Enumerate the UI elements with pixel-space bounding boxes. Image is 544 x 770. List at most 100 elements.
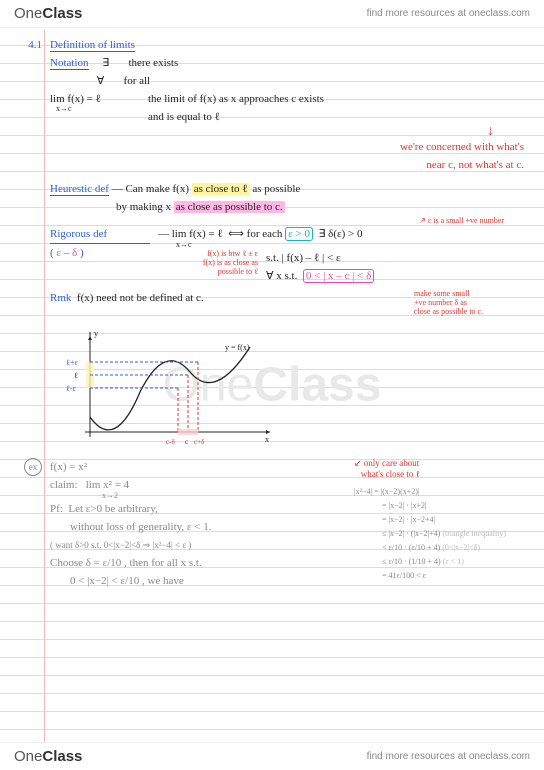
notation-row-1: Notation ∃ there exists — [50, 54, 534, 72]
delta-box: 0 < | x – c | < δ — [303, 269, 374, 283]
fx-note1: f(x) is btw ℓ ± ε — [158, 249, 258, 258]
arrow-down-icon: ↓ — [487, 124, 494, 139]
calc-4: < ε/10 · (ε/10 + 4) — [354, 543, 440, 552]
concern-note: we're concerned with what's near c, not … — [50, 138, 534, 174]
xtick-0: c-δ — [166, 438, 175, 446]
pf-label: Pf: — [50, 503, 63, 515]
fx-note2: f(x) is as close as — [158, 258, 258, 267]
section-title: 4.1 Definition of limits — [50, 36, 534, 54]
forall-text: for all — [124, 75, 151, 87]
footer-tagline: find more resources at oneclass.com — [367, 751, 530, 762]
rigorous-label: Rigorous def — [50, 225, 150, 244]
rmk-row: Rmk f(x) need not be defined at c. make … — [50, 289, 534, 316]
calc-3-row: ≤ |x−2| · (|x−2|+4) (triangle inequality… — [354, 527, 534, 541]
xtick-2: c+δ — [194, 438, 205, 446]
brand-class: Class — [42, 5, 82, 22]
calc-block: |x²−4| = |(x−2)(x+2)| = |x−2| · |x+2| = … — [354, 485, 534, 583]
heuristic-label: Heurestic def — [50, 183, 109, 196]
brand-one: One — [14, 5, 42, 22]
ex-fn: f(x) = x² — [50, 461, 87, 473]
concern-l1: we're concerned with what's — [50, 138, 524, 156]
rmk-text: f(x) need not be defined at c. — [77, 292, 204, 304]
calc-6: = 41ε/100 < ε — [354, 569, 534, 583]
limit-definition-row: lim f(x) = ℓ x→c the limit of f(x) as x … — [50, 90, 534, 126]
calc-0: |x²−4| = |(x−2)(x+2)| — [354, 485, 534, 499]
section-title-text: Definition of limits — [50, 39, 135, 52]
calc-2: = |x−2| · |x−2+4| — [354, 513, 534, 527]
y-axis-label: y — [94, 329, 98, 338]
curve-label: y = f(x) — [225, 343, 250, 352]
eps-small-note: ↗ ε is a small +ve number — [50, 216, 534, 225]
lim-text-2: and is equal to ℓ — [148, 108, 534, 126]
ytick-0: ℓ+ε — [66, 358, 78, 367]
rig-delta: ∃ δ(ε) > 0 — [318, 228, 362, 240]
ex-pf-2: without loss of generality, ε < 1. — [50, 518, 346, 536]
rig-iff: ⟺ for each — [228, 228, 282, 240]
notes-body: 4.1 Definition of limits Notation ∃ ther… — [0, 36, 544, 734]
calc-note-1: (0<|x−2|<δ) — [442, 543, 480, 552]
heuristic-t1: Can make f(x) — [125, 183, 189, 195]
rmk-label: Rmk — [50, 292, 71, 304]
x-axis-label: x — [265, 435, 269, 444]
care-l1: only care about — [364, 458, 419, 468]
rmk-note1: make some small — [414, 289, 534, 298]
ex-range: 0 < |x−2| < ε/10 , we have — [50, 572, 346, 590]
calc-3: ≤ |x−2| · (|x−2|+4) — [354, 529, 440, 538]
concern-l2: near c, not what's at c. — [50, 156, 524, 174]
care-l2: what's close to ℓ — [361, 469, 420, 479]
notation-row-2: ∀ for all — [50, 72, 534, 90]
ex-header: ex f(x) = x² — [50, 458, 346, 476]
chart-svg: y x y = f(x) ℓ+ε ℓ ℓ-ε c-δ c c+δ — [60, 322, 280, 452]
calc-5-row: ≤ ε/10 · (1/10 + 4) (ε < 1) — [354, 555, 534, 569]
heuristic-hl2: as close as possible to c. — [174, 201, 285, 213]
footer-brand: OneClass — [14, 748, 82, 765]
arrow-to-note: ↓ — [50, 126, 534, 138]
header-bar: OneClass find more resources at oneclass… — [0, 0, 544, 28]
rig-forall: ∀ x s.t. — [266, 270, 297, 282]
heuristic-t1b: as possible — [252, 183, 300, 195]
calc-note-2: (ε < 1) — [443, 557, 464, 566]
eps-box: ε > 0 — [285, 227, 313, 241]
rig-st: s.t. | f(x) – ℓ | < ε — [266, 249, 534, 267]
calc-note-0: (triangle inequality) — [442, 529, 506, 538]
fx-notes: f(x) is btw ℓ ± ε f(x) is as close as po… — [158, 249, 258, 276]
fx-note3: possible to ℓ — [158, 267, 258, 276]
exists-symbol: ∃ — [102, 57, 109, 69]
heuristic-hl1: as close to ℓ — [192, 183, 250, 195]
rmk-note3: close as possible to c. — [414, 307, 534, 316]
rig-forall-line: ∀ x s.t. 0 < | x – c | < δ — [266, 267, 534, 285]
ex-pf-1: Pf: Let ε>0 be arbitrary, — [50, 500, 346, 518]
eps-delta-label: ( ε – δ ) — [50, 244, 150, 262]
ex-want: ( want δ>0 s.t. 0<|x−2|<δ ⇒ |x²−4| < ε ) — [50, 536, 346, 554]
pf1: Let ε>0 be arbitrary, — [68, 503, 158, 515]
claim-expr: lim x² = 4 — [86, 479, 129, 491]
footer-bar: OneClass find more resources at oneclass… — [0, 742, 544, 770]
eps-note: ε is a small +ve number — [428, 216, 504, 225]
care-arrow-icon: ↙ — [354, 458, 362, 468]
care-note: ↙ only care about what's close to ℓ — [354, 458, 534, 479]
section-num: 4.1 — [6, 36, 42, 54]
footer-brand-class: Class — [42, 748, 82, 765]
rmk-note2: +ve number δ as — [414, 298, 534, 307]
ex-choose: Choose δ = ε/10 , then for all x s.t. — [50, 554, 346, 572]
header-tagline: find more resources at oneclass.com — [367, 8, 530, 19]
claim-label: claim: — [50, 479, 78, 491]
rig-lim: lim f(x) = ℓ — [172, 228, 223, 240]
rigorous-row-1: Rigorous def ( ε – δ ) — lim f(x) = ℓ ⟺ … — [50, 225, 534, 285]
brand-logo: OneClass — [14, 5, 82, 22]
heuristic-row-2: by making x as close as possible to c. — [50, 198, 534, 216]
lim-text-1: the limit of f(x) as x approaches c exis… — [148, 90, 534, 108]
ytick-2: ℓ-ε — [66, 384, 76, 393]
ytick-1: ℓ — [74, 371, 78, 380]
ex-badge: ex — [24, 458, 42, 476]
epsilon-delta-chart: y x y = f(x) ℓ+ε ℓ ℓ-ε c-δ c c+δ — [60, 322, 280, 452]
claim-sub: x→2 — [102, 491, 346, 500]
exists-text: there exists — [128, 57, 178, 69]
forall-symbol: ∀ — [97, 75, 105, 87]
calc-1: = |x−2| · |x+2| — [354, 499, 534, 513]
footer-brand-one: One — [14, 748, 42, 765]
heuristic-row-1: Heurestic def — Can make f(x) as close t… — [50, 180, 534, 198]
calc-4-row: < ε/10 · (ε/10 + 4) (0<|x−2|<δ) — [354, 541, 534, 555]
notation-label: Notation — [50, 57, 89, 70]
calc-5: ≤ ε/10 · (1/10 + 4) — [354, 557, 441, 566]
